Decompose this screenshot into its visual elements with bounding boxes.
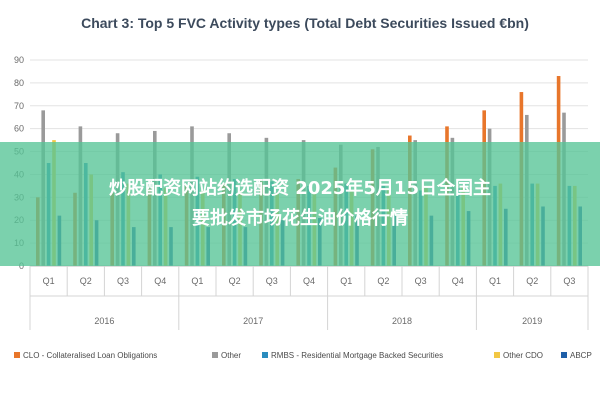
year-label: 2017 bbox=[243, 316, 263, 326]
legend-swatch bbox=[212, 352, 218, 358]
x-tick-label: Q4 bbox=[154, 276, 166, 286]
overlay-line-1: 炒股配资网站约选配资 2025年5月15日全国主 bbox=[109, 178, 491, 199]
chart-title: Chart 3: Top 5 FVC Activity types (Total… bbox=[81, 15, 529, 31]
x-tick-label: Q3 bbox=[563, 276, 575, 286]
x-tick-label: Q4 bbox=[303, 276, 315, 286]
legend-swatch bbox=[262, 352, 268, 358]
legend-label: ABCP bbox=[570, 351, 592, 360]
y-tick-label: 90 bbox=[14, 55, 24, 65]
x-tick-label: Q2 bbox=[526, 276, 538, 286]
y-tick-label: 0 bbox=[19, 261, 24, 271]
legend-label: Other bbox=[221, 351, 241, 360]
legend-label: Other CDO bbox=[503, 351, 543, 360]
x-tick-label: Q2 bbox=[377, 276, 389, 286]
x-axis: Q1 Q2 Q3 Q4 Q1 Q2 Q3 Q4 Q1 Q2 Q3 Q4 Q1 Q2 Q3 2016 2017 20… bbox=[29, 265, 589, 330]
x-tick-label: Q3 bbox=[415, 276, 427, 286]
x-tick-label: Q1 bbox=[43, 276, 55, 286]
x-tick-label: Q4 bbox=[452, 276, 464, 286]
legend-label: CLO - Collateralised Loan Obligations bbox=[23, 351, 157, 360]
overlay-line-2: 要批发市场花生油价格行情 bbox=[192, 208, 408, 229]
y-tick-label: 60 bbox=[14, 124, 24, 134]
y-tick-label: 80 bbox=[14, 78, 24, 88]
legend-swatch bbox=[494, 352, 500, 358]
legend-swatch bbox=[561, 352, 567, 358]
legend-swatch bbox=[14, 352, 20, 358]
year-label: 2018 bbox=[392, 316, 412, 326]
x-tick-label: Q2 bbox=[229, 276, 241, 286]
overlay-banner: 炒股配资网站约选配资 2025年5月15日全国主 要批发市场花生油价格行情 bbox=[0, 142, 600, 266]
year-label: 2019 bbox=[522, 316, 542, 326]
x-tick-label: Q1 bbox=[191, 276, 203, 286]
x-tick-label: Q3 bbox=[266, 276, 278, 286]
year-label: 2016 bbox=[94, 316, 114, 326]
x-tick-label: Q1 bbox=[489, 276, 501, 286]
legend: CLO - Collateralised Loan Obligations Oth… bbox=[14, 351, 592, 360]
x-tick-label: Q1 bbox=[340, 276, 352, 286]
x-tick-label: Q3 bbox=[117, 276, 129, 286]
y-tick-label: 70 bbox=[14, 101, 24, 111]
x-tick-label: Q2 bbox=[80, 276, 92, 286]
legend-label: RMBS - Residential Mortgage Backed Secur… bbox=[271, 351, 443, 360]
